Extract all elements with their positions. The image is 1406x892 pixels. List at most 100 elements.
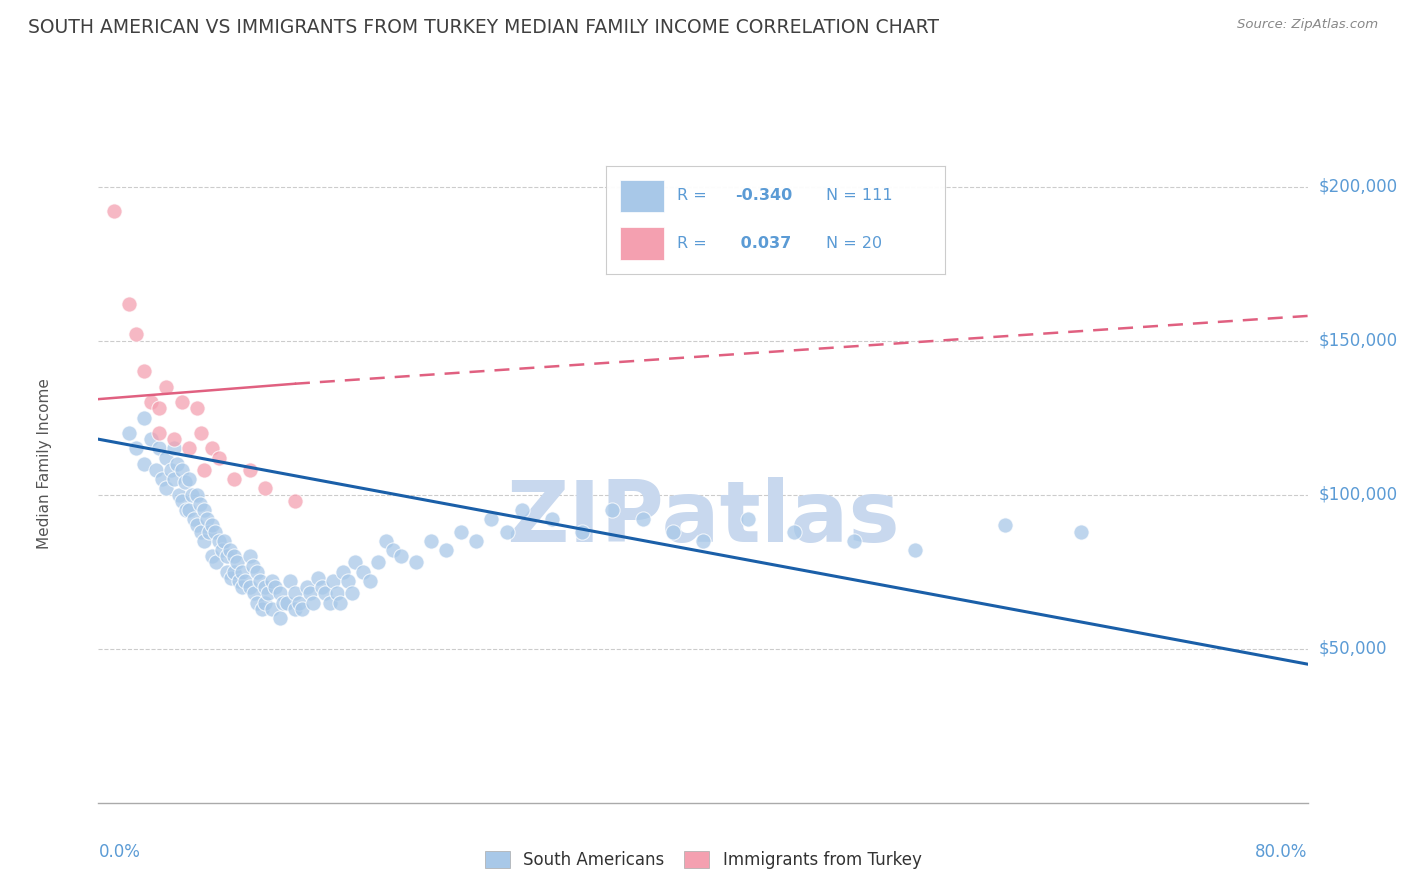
Text: 0.0%: 0.0% — [98, 844, 141, 862]
Point — [367, 556, 389, 570]
Text: ZIPatlas: ZIPatlas — [506, 476, 900, 559]
Point — [280, 574, 302, 588]
Point — [602, 503, 624, 517]
Legend: South Americans, Immigrants from Turkey: South Americans, Immigrants from Turkey — [478, 845, 928, 876]
Text: $200,000: $200,000 — [1319, 178, 1398, 195]
FancyBboxPatch shape — [620, 179, 664, 212]
Text: $50,000: $50,000 — [1319, 640, 1388, 657]
Point — [224, 472, 246, 486]
Point — [174, 503, 197, 517]
Point — [132, 457, 155, 471]
Point — [170, 493, 193, 508]
Point — [904, 543, 927, 558]
Point — [197, 524, 219, 539]
FancyBboxPatch shape — [620, 227, 664, 260]
Point — [284, 601, 307, 615]
Text: $100,000: $100,000 — [1319, 485, 1398, 504]
Point — [314, 586, 336, 600]
Point — [692, 533, 714, 548]
Point — [148, 401, 170, 416]
Point — [155, 450, 177, 465]
Text: Median Family Income: Median Family Income — [37, 378, 52, 549]
Point — [481, 512, 503, 526]
Point — [224, 549, 246, 564]
Text: R =: R = — [678, 236, 713, 252]
Point — [1070, 524, 1092, 539]
Point — [540, 512, 562, 526]
Point — [201, 518, 224, 533]
Point — [181, 488, 204, 502]
Point — [228, 574, 250, 588]
Text: N = 111: N = 111 — [827, 188, 893, 203]
Point — [271, 595, 294, 609]
Point — [177, 442, 201, 456]
Point — [224, 565, 246, 579]
Point — [264, 580, 287, 594]
Point — [291, 601, 314, 615]
Point — [276, 595, 298, 609]
Point — [103, 204, 125, 219]
Text: Source: ZipAtlas.com: Source: ZipAtlas.com — [1237, 18, 1378, 31]
Point — [188, 497, 211, 511]
Point — [204, 524, 226, 539]
Point — [125, 327, 148, 342]
Text: 80.0%: 80.0% — [1256, 844, 1308, 862]
Point — [170, 395, 193, 409]
Point — [193, 533, 215, 548]
Point — [844, 533, 866, 548]
Point — [419, 533, 441, 548]
Point — [226, 556, 249, 570]
Point — [173, 475, 195, 490]
Point — [231, 565, 253, 579]
Point — [211, 543, 233, 558]
Point — [160, 463, 183, 477]
Point — [132, 364, 155, 378]
Point — [284, 586, 307, 600]
Point — [322, 574, 344, 588]
Point — [336, 574, 359, 588]
Point — [177, 503, 201, 517]
Point — [141, 432, 163, 446]
Point — [326, 586, 349, 600]
Point — [190, 524, 212, 539]
Point — [288, 595, 311, 609]
Point — [284, 493, 307, 508]
Point — [256, 586, 278, 600]
Point — [177, 472, 201, 486]
Point — [495, 524, 517, 539]
Point — [233, 574, 256, 588]
Point — [382, 543, 405, 558]
Point — [118, 296, 141, 310]
Point — [262, 601, 284, 615]
Point — [201, 549, 224, 564]
Point — [307, 571, 329, 585]
Point — [253, 482, 276, 496]
Point — [215, 565, 238, 579]
Point — [118, 425, 141, 440]
Point — [302, 595, 325, 609]
Point — [242, 558, 264, 573]
Point — [163, 472, 186, 486]
Point — [374, 533, 396, 548]
Point — [450, 524, 472, 539]
Point — [249, 574, 271, 588]
Point — [205, 556, 228, 570]
Point — [782, 524, 804, 539]
Point — [262, 574, 284, 588]
Point — [148, 442, 170, 456]
Point — [510, 503, 533, 517]
Point — [183, 512, 205, 526]
Point — [269, 611, 291, 625]
Point — [344, 556, 367, 570]
Point — [155, 380, 177, 394]
Text: $150,000: $150,000 — [1319, 332, 1398, 350]
Point — [186, 401, 208, 416]
Point — [163, 432, 186, 446]
Point — [208, 533, 231, 548]
Point — [434, 543, 457, 558]
Point — [166, 457, 188, 471]
Point — [186, 518, 208, 533]
Point — [239, 549, 262, 564]
Text: -0.340: -0.340 — [735, 188, 792, 203]
Point — [737, 512, 759, 526]
